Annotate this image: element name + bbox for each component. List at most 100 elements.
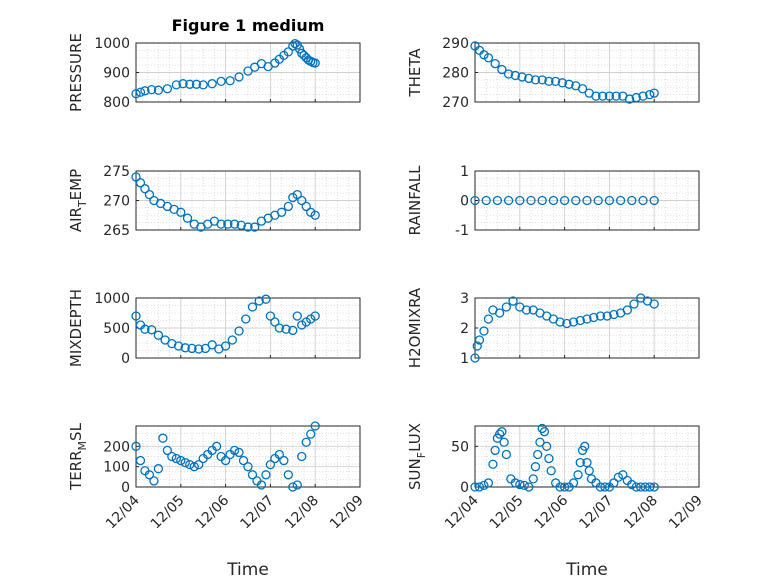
sun_flux-data-point	[580, 441, 590, 451]
terr_msl-data-point	[135, 455, 146, 466]
terr_msl-y-tick-label: 200	[103, 439, 130, 455]
sun_flux-data-point	[530, 462, 541, 472]
h2omixra-data-point	[562, 318, 572, 329]
h2omixra-data-point	[479, 326, 489, 336]
sun_flux-data-point	[510, 478, 520, 488]
terr_msl-x-tick-label: 12/04	[103, 492, 143, 532]
sun_flux-data-point	[645, 482, 655, 492]
air_temp-data-point	[292, 189, 302, 200]
air_temp-data-point	[223, 219, 233, 229]
terr_msl-x-tick-label: 12/09	[327, 493, 367, 533]
sun_flux-data-point	[524, 482, 534, 492]
sun_flux-y-tick-label: 0	[460, 480, 469, 496]
pressure-data-point	[191, 79, 202, 89]
air_temp-data-point	[250, 222, 260, 232]
terr_msl-data-point	[162, 445, 173, 456]
sun_flux-data-point	[640, 482, 650, 492]
pressure-data-point	[290, 38, 300, 49]
sun_flux-data-point	[568, 478, 579, 488]
theta-y-axis-label-main: THETA	[406, 48, 424, 98]
theta-data-point	[530, 75, 541, 85]
sun_flux-data-point	[555, 482, 565, 492]
terr_msl-data-point	[292, 480, 302, 490]
rainfall-y-tick-label: 0	[460, 194, 469, 210]
terr_msl-data-point	[301, 437, 311, 447]
terr_msl-data-point	[149, 476, 159, 486]
terr_msl-data-point	[180, 457, 190, 468]
theta-data-point	[645, 89, 655, 100]
theta-data-point	[517, 72, 527, 82]
sun_flux-data-point	[528, 474, 538, 484]
terr_msl-data-point	[220, 455, 231, 466]
rainfall-data-point	[481, 195, 491, 206]
terr_msl-data-point	[306, 429, 316, 439]
sun_flux-data-point	[533, 449, 543, 460]
air_temp-y-tick-label: 270	[103, 194, 130, 210]
h2omixra-data-point	[649, 299, 659, 309]
rainfall-y-tick-label: -1	[455, 223, 469, 239]
pressure-data-point	[243, 66, 253, 76]
rainfall-data-point	[615, 195, 626, 206]
pressure-data-point	[234, 72, 244, 82]
pressure-data-point	[310, 58, 320, 68]
mixdepth-y-tick-label: 1000	[94, 291, 130, 307]
sun_flux-data-point	[546, 466, 556, 476]
h2omixra-y-tick-label: 3	[460, 291, 469, 307]
terr_msl-y-tick-label: 0	[121, 480, 130, 496]
air_temp-y-tick-label: 275	[103, 164, 130, 180]
pressure-y-tick-label: 900	[103, 66, 130, 82]
theta-data-point	[510, 70, 520, 81]
h2omixra-data-point	[629, 299, 639, 309]
mixdepth-data-point	[241, 314, 251, 324]
pressure-data-point	[147, 84, 157, 95]
terr_msl-data-point	[176, 455, 186, 466]
h2omixra-y-axis-label-main: H2OMIXRA	[406, 287, 424, 368]
theta-data-point	[537, 75, 547, 85]
h2omixra-data-point	[622, 305, 632, 315]
sun_flux-data-point	[573, 470, 583, 480]
terr_msl-data-point	[144, 470, 155, 480]
theta-data-point	[649, 88, 659, 98]
terr_msl-data-point	[171, 453, 181, 464]
air_temp-data-point	[243, 222, 253, 232]
terr_msl-data-point	[234, 447, 244, 458]
mixdepth-data-point	[292, 311, 302, 321]
theta-data-point	[598, 91, 608, 101]
terr_msl-data-point	[211, 441, 222, 451]
terr_msl-y-axis-label-tail: SL	[67, 422, 85, 441]
pressure-y-tick-label: 1000	[94, 36, 130, 52]
h2omixra-data-point	[474, 335, 485, 345]
rainfall-data-point	[582, 195, 592, 206]
pressure-data-point	[140, 86, 150, 96]
mixdepth-data-point	[173, 341, 184, 351]
pressure-data-point	[283, 47, 293, 57]
mixdepth-data-point	[147, 325, 157, 335]
sun_flux-data-point	[539, 427, 550, 437]
sun_flux-data-point	[544, 453, 554, 464]
terr_msl-data-point	[131, 441, 141, 451]
h2omixra-data-point	[609, 309, 619, 320]
rainfall-data-point	[649, 195, 659, 206]
theta-data-point	[550, 76, 561, 86]
air_temp-data-point	[182, 213, 193, 223]
sun_flux-data-point	[600, 482, 610, 492]
terr_msl-data-point	[189, 462, 199, 472]
sun_flux-data-point	[470, 482, 480, 492]
mixdepth-data-point	[220, 341, 231, 351]
h2omixra-data-point	[555, 317, 565, 327]
sun_flux-x-axis-label: Time	[565, 560, 608, 580]
sun_flux-data-point	[618, 470, 628, 480]
theta-data-point	[638, 91, 648, 101]
air_temp-y-tick-label: 265	[103, 223, 130, 239]
rainfall-data-point	[604, 195, 615, 206]
pressure-y-axis-label-main: PRESSURE	[67, 33, 85, 112]
terr_msl-data-point	[185, 459, 195, 470]
theta-y-tick-label: 270	[442, 95, 469, 111]
mixdepth-data-point	[207, 340, 217, 350]
rainfall-data-point	[515, 195, 525, 206]
sun_flux-data-point	[627, 479, 637, 490]
sun_flux-y-axis-label-main: SUN	[406, 458, 424, 490]
theta-data-point	[591, 91, 601, 101]
air_temp-data-point	[229, 219, 240, 229]
rainfall-data-point	[548, 195, 559, 206]
